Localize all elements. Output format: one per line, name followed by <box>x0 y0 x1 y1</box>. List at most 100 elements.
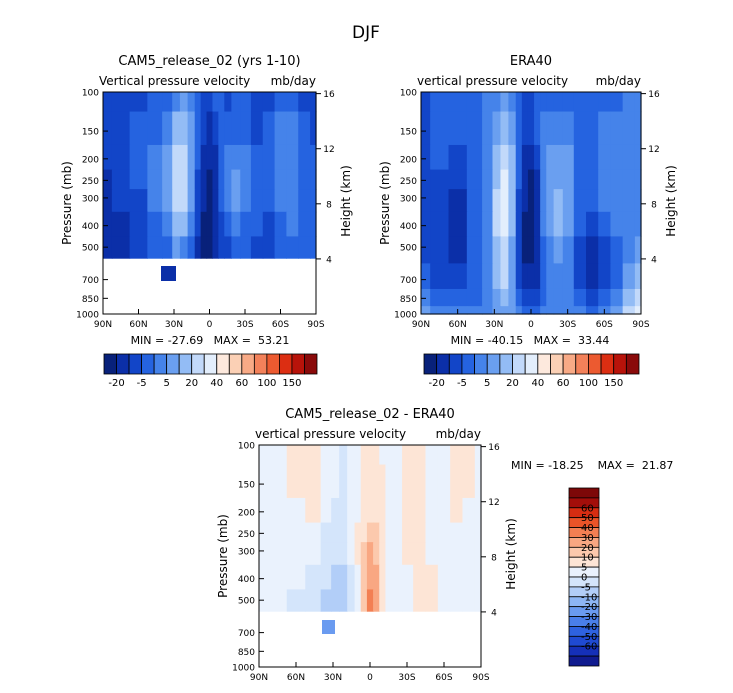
contour-cell <box>286 92 299 113</box>
contour-cell <box>339 522 348 543</box>
contour-cell <box>466 111 483 146</box>
colorbar-swatch <box>423 353 438 375</box>
contour-cell <box>385 564 394 591</box>
contour-cell <box>534 306 541 315</box>
contour-cell <box>347 497 356 524</box>
contour-cell <box>430 288 450 307</box>
contour-cell <box>546 189 555 213</box>
contour-cell <box>360 464 368 499</box>
x-tick-label: 0 <box>528 320 534 330</box>
contour-cell <box>534 263 541 290</box>
contour-cell <box>421 211 431 238</box>
contour-cell <box>392 522 403 543</box>
contour-cell <box>200 111 208 146</box>
contour-cell <box>466 263 483 290</box>
contour-cell <box>147 211 163 238</box>
contour-cell <box>448 263 468 290</box>
contour-cell <box>521 189 529 213</box>
contour-cell <box>540 288 547 307</box>
y-tick-label: 150 <box>238 481 255 491</box>
contour-cell <box>298 111 311 146</box>
colorbar-swatch <box>253 353 268 375</box>
x-tick-label: 90S <box>632 320 649 330</box>
x-tick-label: 90N <box>250 673 268 683</box>
x-tick-label: 60N <box>129 320 147 330</box>
contour-cell <box>268 522 288 543</box>
contour-cell <box>373 522 380 543</box>
contour-cell <box>540 92 547 113</box>
colorbar-label: 40 <box>531 378 544 389</box>
contour-cell <box>103 144 113 171</box>
contour-cell <box>634 92 642 113</box>
contour-cell <box>610 92 624 113</box>
y-axis-label: Pressure (mb) <box>216 514 230 598</box>
colorbar-swatch <box>625 353 640 375</box>
contour-cell <box>259 445 269 466</box>
contour-cell <box>500 288 509 307</box>
contour-cell <box>448 211 468 238</box>
contour-cell <box>320 522 332 543</box>
y-tick-label: 700 <box>238 629 255 639</box>
contour-cell <box>622 111 636 146</box>
contour-cell <box>521 92 529 113</box>
contour-cell <box>320 564 332 591</box>
contour-cell <box>187 92 196 113</box>
x-tick-label: 60S <box>435 673 452 683</box>
y-tick-label: 850 <box>82 295 99 305</box>
colorbar-label: 0 <box>581 573 587 584</box>
contour-cell <box>147 169 163 190</box>
contour-cell <box>305 564 322 591</box>
colorbar-swatch <box>613 353 627 375</box>
contour-cell <box>379 497 387 524</box>
contour-cell <box>354 589 362 612</box>
contour-cell <box>206 111 214 146</box>
contour-cell <box>218 144 225 171</box>
contour-cell <box>103 189 113 213</box>
x-tick-label: 0 <box>367 673 373 683</box>
contour-cell <box>598 189 612 213</box>
contour-cell <box>448 288 468 307</box>
contour-cell <box>466 306 483 315</box>
contour-cell <box>162 92 173 113</box>
contour-cell <box>379 464 387 499</box>
contour-cell <box>634 144 642 171</box>
contour-cell <box>508 144 517 171</box>
min-max-stats: MIN = -40.15 MAX = 33.44 <box>451 334 610 347</box>
contour-cell <box>492 92 502 113</box>
x-tick-label: 30N <box>324 673 342 683</box>
contour-cell <box>310 169 317 190</box>
y2-tick-label: 12 <box>323 145 334 155</box>
colorbar-label: 40 <box>210 378 223 389</box>
contour-cell <box>194 211 202 238</box>
contour-cell <box>231 211 241 238</box>
contour-cell <box>354 497 362 524</box>
contour-cell <box>366 589 374 612</box>
contour-cell <box>286 445 306 466</box>
contour-cell <box>413 564 427 591</box>
contour-cell <box>373 542 380 566</box>
contour-cell <box>274 236 288 259</box>
panel-cam5: CAM5_release_02 (yrs 1-10) Vertical press… <box>60 54 353 389</box>
contour-cell <box>437 497 451 524</box>
panel-title: ERA40 <box>510 54 552 69</box>
contour-cell <box>448 169 468 190</box>
contour-cell <box>500 189 509 213</box>
contour-cell <box>450 542 464 566</box>
colorbar-swatch <box>178 353 193 375</box>
colorbar-swatch <box>537 353 551 375</box>
contour-cell <box>231 236 241 259</box>
contour-cell <box>392 589 403 612</box>
contour-cell <box>448 189 468 213</box>
contour-cell <box>573 211 587 238</box>
contour-cell <box>224 169 232 190</box>
y-tick-label: 250 <box>82 177 99 187</box>
contour-cell <box>212 144 219 171</box>
colorbar-swatch <box>141 353 155 375</box>
contour-cell <box>379 522 387 543</box>
y2-axis-label: Height (km) <box>664 165 678 236</box>
y-tick-label: 150 <box>82 128 99 138</box>
contour-cell <box>354 522 362 543</box>
colorbar-label: -20 <box>428 378 444 389</box>
y-tick-label: 200 <box>238 508 255 518</box>
